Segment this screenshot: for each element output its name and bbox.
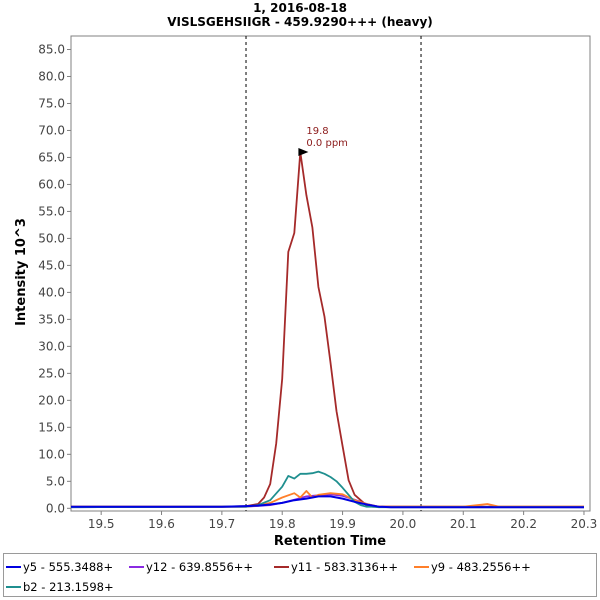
legend-item-b2[interactable]: b2 - 213.1598+ [6, 580, 114, 594]
x-tick-label: 20.1 [450, 517, 477, 531]
legend-item-y9[interactable]: y9 - 483.2556++ [414, 560, 531, 574]
y-tick-label: 75.0 [38, 96, 65, 110]
y-tick-label: 20.0 [38, 393, 65, 407]
y-tick-label: 40.0 [38, 285, 65, 299]
legend-swatch-y5 [6, 565, 21, 568]
legend-item-y5[interactable]: y5 - 555.3488+ [6, 560, 113, 574]
legend-label-y11: y11 - 583.3136++ [291, 560, 399, 574]
y-tick-label: 30.0 [38, 339, 65, 353]
y-axis: 0.0 5.0 10.0 15.0 20.0 25.0 30.0 35.0 40.0 45.0 50… [38, 42, 71, 515]
peak-arrow-icon [298, 148, 309, 157]
legend-item-y12[interactable]: y12 - 639.8556++ [129, 560, 253, 574]
y-tick-label: 35.0 [38, 312, 65, 326]
series-line-y5 [71, 495, 584, 509]
y-tick-label: 10.0 [38, 447, 65, 461]
y-tick-label: 85.0 [38, 42, 65, 56]
legend-label-y5: y5 - 555.3488+ [23, 560, 114, 574]
y-tick-label: 80.0 [38, 69, 65, 83]
legend-swatch-y9 [414, 565, 429, 568]
legend-label-y12: y12 - 639.8556++ [146, 560, 254, 574]
x-tick-label: 19.9 [329, 517, 356, 531]
y-tick-label: 65.0 [38, 150, 65, 164]
x-tick-label: 19.6 [148, 517, 175, 531]
y-tick-label: 55.0 [38, 204, 65, 218]
chart-title: 1, 2016-08-18 [253, 1, 347, 15]
y-tick-label: 15.0 [38, 420, 65, 434]
x-tick-label: 19.7 [209, 517, 236, 531]
peak-rt-label: 19.8 [306, 126, 328, 137]
y-tick-label: 50.0 [38, 231, 65, 245]
chart-legend: y5 - 555.3488+ y12 - 639.8556++ y11 - 58… [3, 553, 597, 597]
x-tick-label: 19.5 [88, 517, 115, 531]
legend-swatch-b2 [6, 585, 21, 588]
legend-swatch-y12 [129, 565, 144, 568]
x-tick-label: 20.3 [571, 517, 598, 531]
legend-swatch-y11 [274, 565, 289, 568]
y-tick-label: 5.0 [46, 474, 65, 488]
peak-annotation: 19.80.0 ppm [298, 126, 348, 157]
y-tick-label: 25.0 [38, 366, 65, 380]
plot-area [70, 35, 591, 512]
y-tick-label: 0.0 [46, 501, 65, 515]
x-axis-label: Retention Time [274, 534, 386, 549]
integration-boundaries [245, 36, 422, 511]
y-tick-label: 60.0 [38, 177, 65, 191]
x-axis: 19.5 19.6 19.7 19.8 19.9 20.0 20.1 20.2 20.3 [88, 511, 598, 531]
legend-item-y11[interactable]: y11 - 583.3136++ [274, 560, 398, 574]
y-axis-label: Intensity 10^3 [14, 218, 29, 326]
x-tick-label: 20.0 [390, 517, 417, 531]
x-tick-label: 20.2 [510, 517, 537, 531]
peak-ppm-label: 0.0 ppm [306, 138, 348, 149]
legend-label-y9: y9 - 483.2556++ [431, 560, 531, 574]
series-lines [70, 151, 585, 509]
chart-subtitle: VISLSGEHSIIGR - 459.9290+++ (heavy) [167, 15, 433, 29]
series-line-b2 [70, 470, 584, 509]
y-tick-label: 45.0 [38, 258, 65, 272]
y-tick-label: 70.0 [38, 123, 65, 137]
legend-label-b2: b2 - 213.1598+ [23, 580, 114, 594]
x-tick-label: 19.8 [269, 517, 296, 531]
